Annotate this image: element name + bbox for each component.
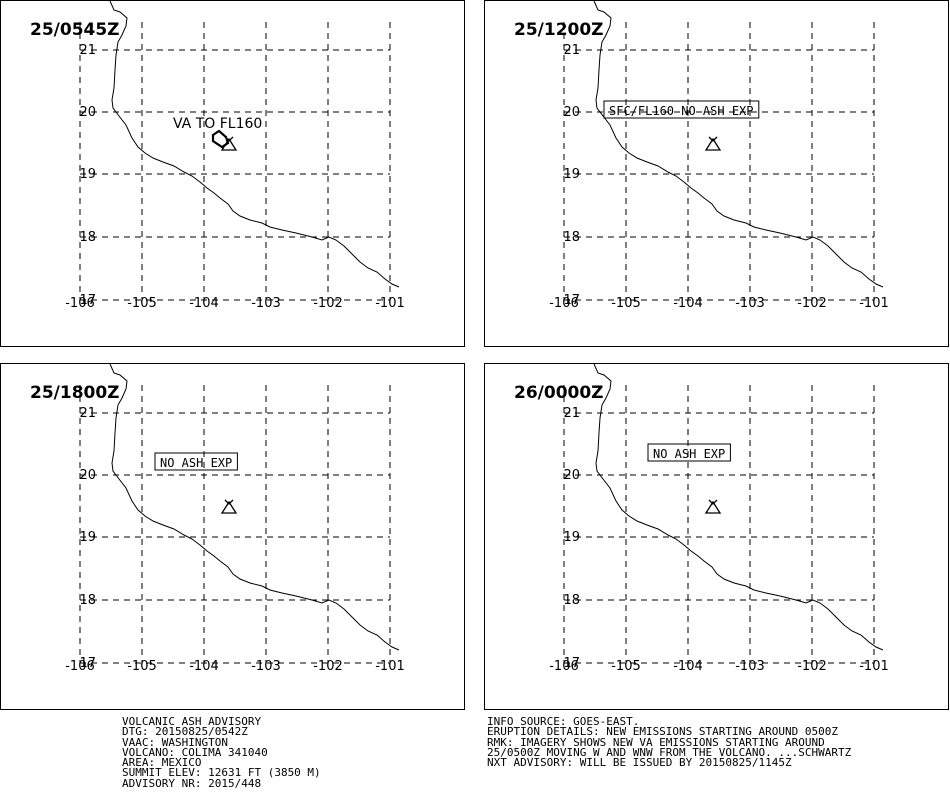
lon-label: -105 [611,659,641,674]
lon-label: -101 [859,659,889,674]
lat-label: 20 [79,105,96,120]
lon-label: -104 [189,659,219,674]
lat-label: 21 [563,406,580,421]
lon-label: -105 [127,659,157,674]
lat-label: 19 [79,530,96,545]
lat-label: 17 [79,293,96,308]
lat-label: 18 [563,230,580,245]
volcano-icon [220,499,238,514]
lat-label: 19 [563,167,580,182]
advisory-line: RMK: IMAGERY SHOWS NEW VA EMISSIONS STAR… [487,735,825,749]
lat-label: 18 [79,593,96,608]
lon-label: -104 [673,659,703,674]
volcano-icon [704,136,722,151]
lon-label: -101 [375,659,405,674]
advisory-left-text: VOLCANIC ASH ADVISORY DTG: 20150825/0542… [122,715,321,790]
forecast-label: NO ASH EXP [653,447,725,461]
advisory-line: VOLCANIC ASH ADVISORY [122,715,262,728]
coastline [593,0,884,288]
valid-time-label: 25/1800Z [30,383,120,403]
map-svg: 21 20 19 18 17-106 -105 -104 -103 -102 -101 25/054… [0,0,465,347]
map-panel: 21 20 19 18 17 -106 -105 -104 -103 -102 -101 25/120… [484,0,949,347]
lon-label: -103 [251,296,281,311]
lon-label: -101 [859,296,889,311]
advisory-line: INFO SOURCE: GOES-EAST. [487,715,640,728]
lat-label: 21 [79,43,96,58]
advisory-line: VOLCANO: COLIMA 341040 [122,745,268,759]
coastline [109,363,400,651]
lon-label: -104 [189,296,219,311]
lon-label: -103 [735,296,765,311]
map-panel: 21 20 19 18 17 -106 -105 -104 -103 -102 -101 25/054… [0,0,465,347]
graticule [79,385,391,664]
advisory-line: ERUPTION DETAILS: NEW EMISSIONS STARTING… [487,725,838,739]
lon-label: -105 [127,296,157,311]
map-svg: 21 20 19 18 17-106 -105 -104 -103 -102 -101 25/180… [0,363,465,710]
lon-label: -105 [611,296,641,311]
map-panel: 21 20 19 18 17 -106 -105 -104 -103 -102 -101 25/180… [0,363,465,710]
lon-label: -102 [313,659,343,674]
graticule [563,22,875,301]
lat-label: 18 [563,593,580,608]
panel-border [484,363,949,710]
forecast-label-box [603,100,760,119]
lat-label: 20 [79,468,96,483]
lat-label: 18 [79,230,96,245]
forecast-label: SFC/FL160 NO ASH EXP [609,104,754,118]
lat-label: 19 [563,530,580,545]
lon-label: -106 [549,659,579,674]
forecast-label-box [647,443,731,462]
forecast-label: NO ASH EXP [160,456,232,470]
lat-label: 20 [563,468,580,483]
lat-label: 17 [563,656,580,671]
advisory-line: VAAC: WASHINGTON [122,735,228,749]
lon-label: -101 [375,296,405,311]
map-svg: 21 20 19 18 17-106 -105 -104 -103 -102 -101 26/000… [484,363,949,710]
graticule [563,385,875,664]
lon-label: -106 [65,296,95,311]
advisory-line: AREA: MEXICO [122,756,202,770]
map-panel: 21 20 19 18 17 -106 -105 -104 -103 -102 -101 26/000… [484,363,949,710]
graticule [79,22,391,301]
coastline [593,363,884,651]
panel-border [484,0,949,347]
panel-border [0,363,465,710]
ash-plume-polygon [211,129,230,149]
lat-label: 20 [563,105,580,120]
lat-label: 19 [79,167,96,182]
lat-label: 21 [563,43,580,58]
advisory-line: NXT ADVISORY: WILL BE ISSUED BY 20150825… [487,756,792,770]
lon-label: -102 [313,296,343,311]
lon-label: -103 [251,659,281,674]
lon-label: -102 [797,659,827,674]
valid-time-label: 26/0000Z [514,383,604,403]
forecast-label-box [154,452,238,471]
advisory-line: DTG: 20150825/0542Z [122,725,248,739]
panel-border [0,0,465,347]
lon-label: -104 [673,296,703,311]
coastline [109,0,400,288]
lat-label: 17 [79,656,96,671]
map-svg: 21 20 19 18 17-106 -105 -104 -103 -102 -101 25/120… [484,0,949,347]
forecast-label: VA TO FL160 [173,116,262,132]
valid-time-label: 25/0545Z [30,20,120,40]
valid-time-label: 25/1200Z [514,20,604,40]
lon-label: -102 [797,296,827,311]
lon-label: -106 [549,296,579,311]
lon-label: -103 [735,659,765,674]
volcano-icon [704,499,722,514]
advisory-right-text: INFO SOURCE: GOES-EAST. ERUPTION DETAILS… [487,715,852,770]
lat-label: 17 [563,293,580,308]
advisory-line: ADVISORY NR: 2015/448 [122,776,262,790]
advisory-line: 25/0500Z MOVING W AND WNW FROM THE VOLCA… [487,745,852,759]
advisory-line: SUMMIT ELEV: 12631 FT (3850 M) [122,766,321,780]
lat-label: 21 [79,406,96,421]
lon-label: -106 [65,659,95,674]
